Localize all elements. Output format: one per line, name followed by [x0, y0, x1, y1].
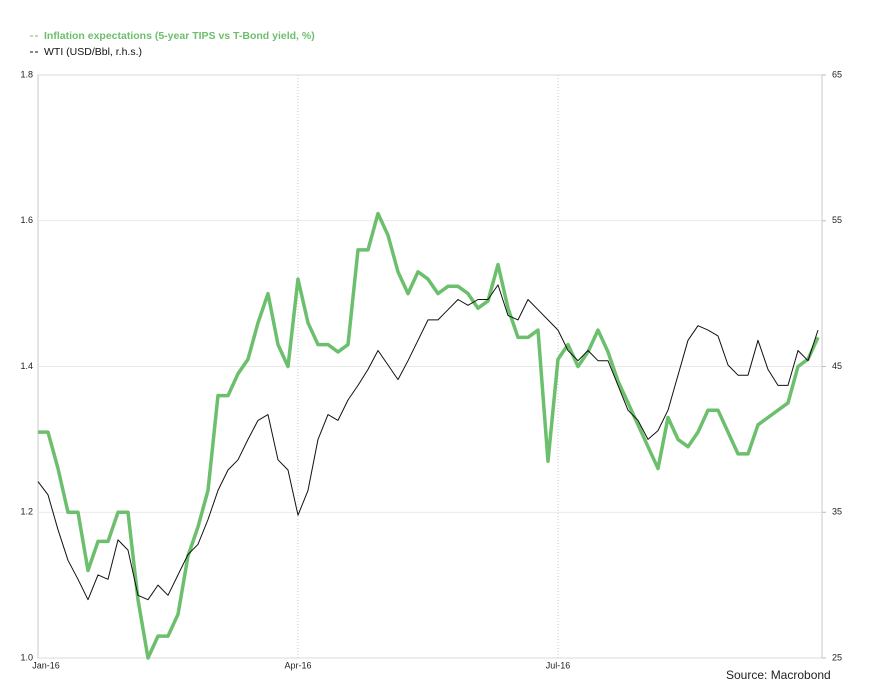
y2-tick-label: 65	[832, 69, 842, 79]
y-tick-label: 1.6	[20, 215, 33, 225]
y-tick-label: 1.2	[20, 507, 33, 517]
y2-tick-label: 55	[832, 215, 842, 225]
legend-label: WTI (USD/Bbl, r.h.s.)	[44, 46, 142, 58]
source-note: Source: Macrobond	[726, 668, 831, 682]
y2-tick-label: 45	[832, 361, 842, 371]
y-tick-label: 1.4	[20, 361, 33, 371]
y2-tick-label: 25	[832, 652, 842, 662]
x-tick-label: Jul-16	[546, 660, 571, 670]
y2-tick-label: 35	[832, 507, 842, 517]
y-tick-label: 1.0	[20, 652, 33, 662]
series-line	[37, 284, 819, 601]
x-tick-label: Apr-16	[284, 660, 311, 670]
x-tick-label: Jan-16	[32, 660, 60, 670]
series-line	[38, 211, 820, 660]
y-tick-label: 1.8	[20, 69, 33, 79]
legend-label: Inflation expectations (5-year TIPS vs T…	[44, 30, 315, 42]
